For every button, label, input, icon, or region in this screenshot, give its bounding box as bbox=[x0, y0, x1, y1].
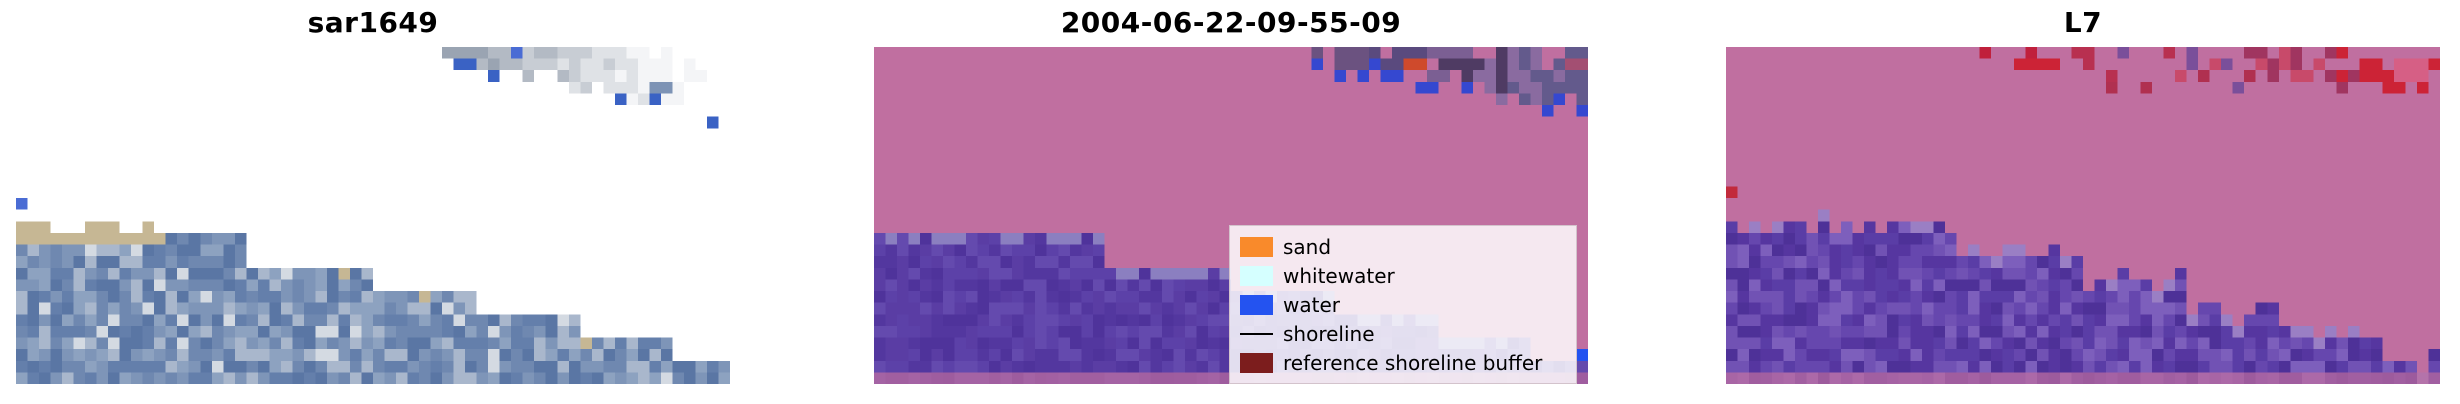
panel-image-sar1649 bbox=[16, 47, 730, 384]
legend-item-sand: sand bbox=[1240, 232, 1566, 261]
panel-title-date: 2004-06-22-09-55-09 bbox=[1060, 6, 1402, 39]
legend-color-swatch bbox=[1240, 265, 1273, 286]
legend-color-swatch bbox=[1240, 294, 1273, 315]
legend-color-swatch bbox=[1240, 352, 1273, 373]
panel-sar1649: sar1649 bbox=[16, 0, 730, 404]
panel-title-l7: L7 bbox=[2063, 6, 2103, 39]
legend-label: shoreline bbox=[1283, 321, 1375, 346]
legend-label: reference shoreline buffer bbox=[1283, 350, 1543, 375]
legend-item-shoreline: shoreline bbox=[1240, 319, 1566, 348]
panel-classified-overlay: 2004-06-22-09-55-09 sand whitewater water s… bbox=[874, 0, 1588, 404]
legend-line-swatch bbox=[1240, 324, 1273, 344]
legend-label: sand bbox=[1283, 234, 1332, 259]
panel-image-l7 bbox=[1726, 47, 2440, 384]
legend-label: whitewater bbox=[1283, 263, 1395, 288]
legend: sand whitewater water shoreline reference sh… bbox=[1229, 225, 1577, 384]
panel-title-sar1649: sar1649 bbox=[307, 6, 439, 39]
panel-l7: L7 bbox=[1726, 0, 2440, 404]
legend-item-reference-shoreline-buffer: reference shoreline buffer bbox=[1240, 348, 1566, 377]
legend-item-water: water bbox=[1240, 290, 1566, 319]
legend-color-swatch bbox=[1240, 236, 1273, 257]
legend-label: water bbox=[1283, 292, 1340, 317]
legend-item-whitewater: whitewater bbox=[1240, 261, 1566, 290]
